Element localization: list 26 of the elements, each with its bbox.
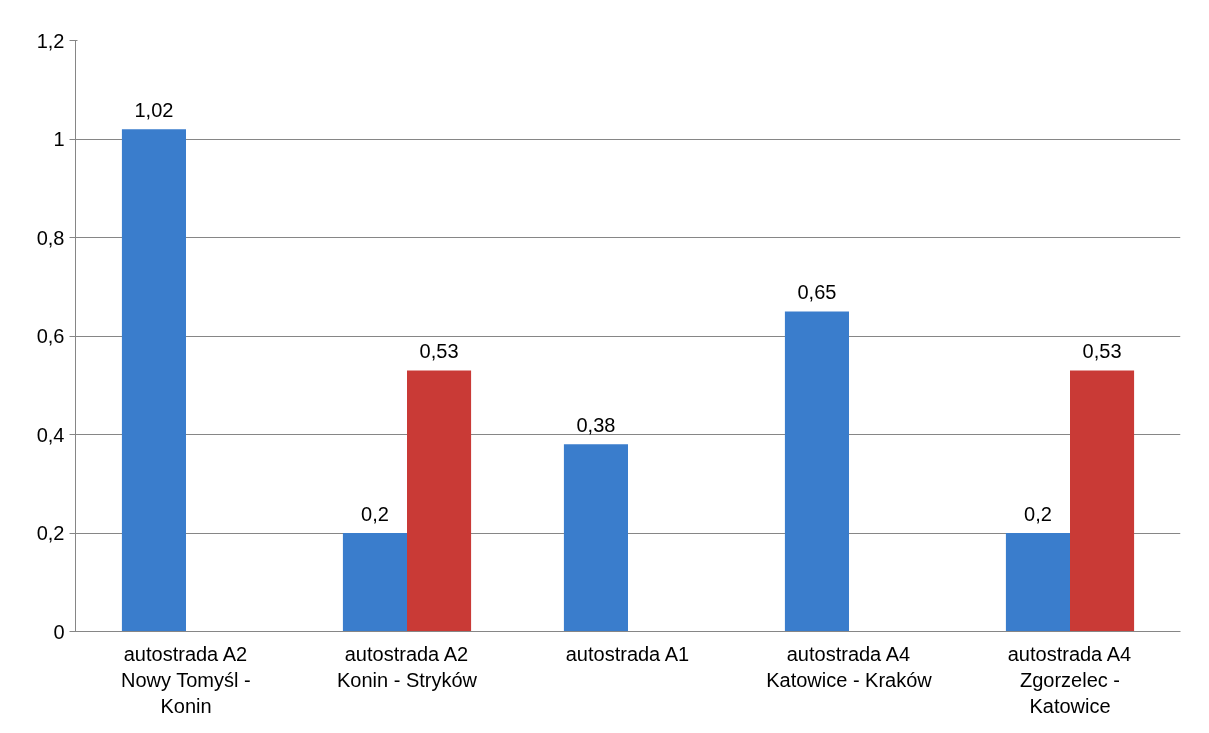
bar xyxy=(563,444,628,632)
y-tick-label: 0 xyxy=(53,620,65,643)
data-label: 0,2 xyxy=(1024,503,1052,525)
data-label: 0,53 xyxy=(419,340,459,363)
bar xyxy=(342,533,407,632)
x-tick-label: autostrada A4 Katowice - Kraków xyxy=(766,642,933,691)
y-tick-label: 0,8 xyxy=(36,226,65,249)
x-tick-label: autostrada A1 xyxy=(565,642,690,665)
y-tick-label: 1 xyxy=(53,128,65,150)
y-tick-label: 0,6 xyxy=(36,325,65,347)
x-tick-label: autostrada A2 Konin - Stryków xyxy=(336,642,478,691)
data-label: 0,53 xyxy=(1082,340,1122,363)
x-tick-label: autostrada A2 Nowy Tomyśl - Konin xyxy=(121,642,251,718)
y-tick-label: 0,4 xyxy=(36,423,65,446)
data-label: 0,65 xyxy=(797,281,837,304)
bar xyxy=(1005,533,1070,632)
x-tick-label: autostrada A4 Zgorzelec - Katowice xyxy=(1007,642,1132,718)
data-label: 0,38 xyxy=(576,414,616,437)
bar xyxy=(1070,370,1135,632)
bar xyxy=(784,311,849,632)
bar xyxy=(407,370,472,632)
y-tick-label: 0,2 xyxy=(36,522,65,544)
data-label: 0,2 xyxy=(361,503,389,525)
y-tick-label: 1,2 xyxy=(36,29,65,52)
data-label: 1,02 xyxy=(134,99,174,122)
bar xyxy=(121,129,186,632)
